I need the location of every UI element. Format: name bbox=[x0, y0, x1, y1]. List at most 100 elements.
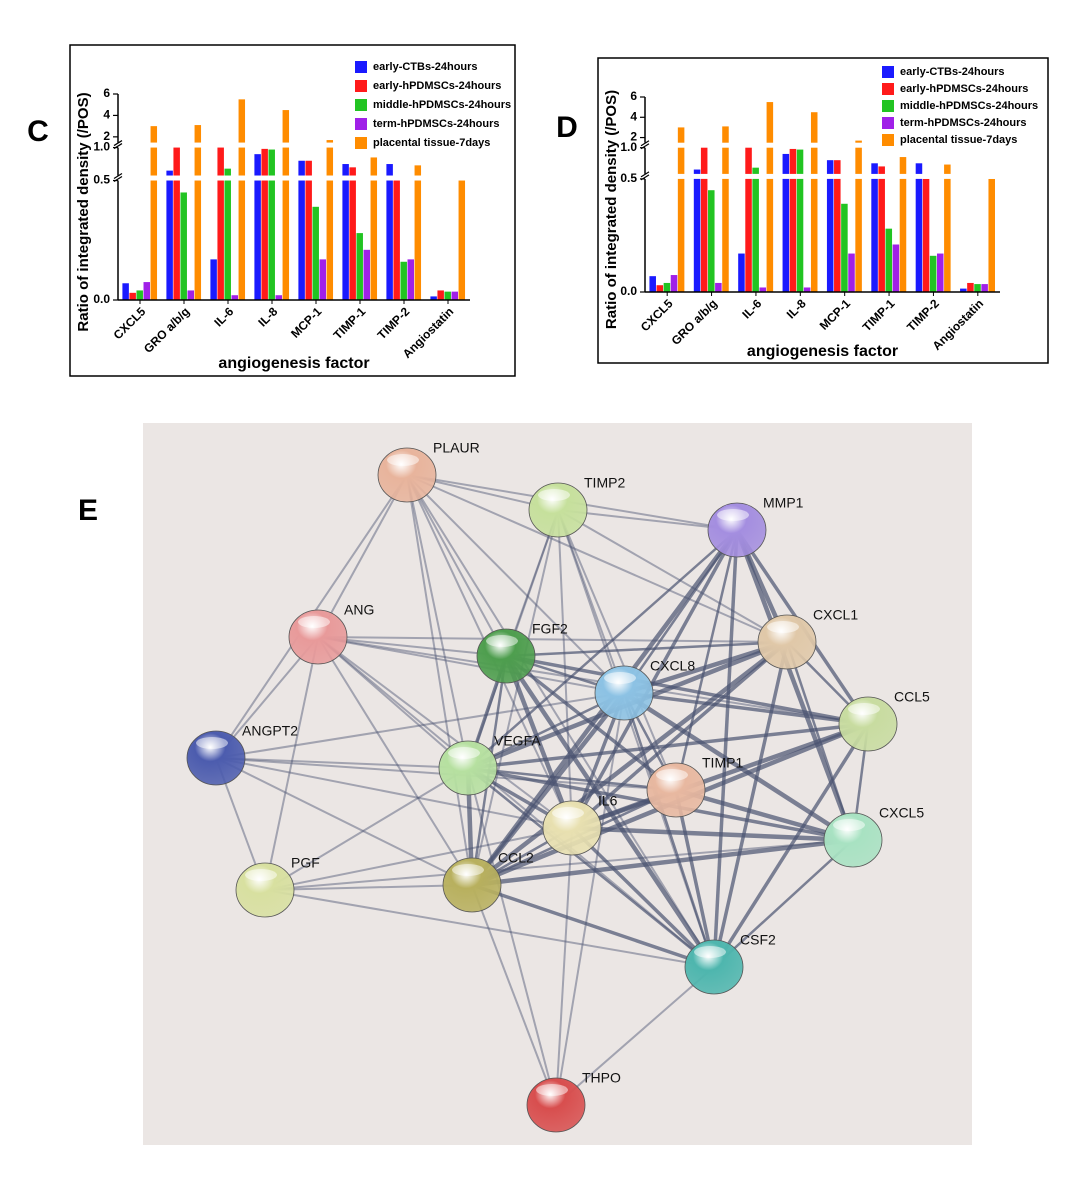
x-tick-label: GRO a/b/g bbox=[669, 296, 720, 347]
legend-label: early-hPDMSCs-24hours bbox=[900, 83, 1028, 95]
x-tick-label: TIMP-2 bbox=[904, 296, 942, 334]
bar bbox=[752, 167, 759, 292]
legend-swatch bbox=[882, 66, 894, 78]
bar bbox=[663, 282, 671, 292]
network-edge bbox=[215, 692, 625, 759]
node-highlight bbox=[538, 489, 570, 501]
network-edge bbox=[406, 474, 788, 643]
bar bbox=[796, 149, 804, 292]
network-edge bbox=[317, 636, 788, 643]
bar bbox=[275, 295, 282, 300]
node-label: TIMP2 bbox=[584, 475, 625, 491]
bar bbox=[967, 282, 974, 292]
network-edge bbox=[557, 509, 573, 829]
legend-swatch bbox=[355, 61, 367, 73]
x-tick-label: MCP-1 bbox=[817, 296, 854, 333]
axis-break-mark bbox=[640, 171, 650, 178]
x-tick-label: TIMP-1 bbox=[860, 296, 898, 334]
network-edge bbox=[712, 529, 739, 968]
x-tick-label: IL-6 bbox=[211, 304, 236, 329]
network-edge bbox=[471, 884, 557, 1106]
bar bbox=[414, 165, 422, 300]
bar bbox=[960, 288, 967, 292]
bar bbox=[871, 163, 878, 292]
network-edge bbox=[406, 474, 507, 657]
network-edge bbox=[467, 529, 738, 769]
node-highlight bbox=[387, 454, 419, 466]
bar bbox=[136, 290, 143, 300]
node-label: ANGPT2 bbox=[242, 723, 298, 739]
y-tick-label: 4 bbox=[630, 109, 637, 123]
network-edge bbox=[471, 837, 854, 888]
y-tick-label: 0.5 bbox=[620, 171, 637, 185]
y-tick-label: 4 bbox=[103, 108, 110, 122]
axis-break bbox=[114, 142, 472, 148]
node-highlight bbox=[536, 1084, 568, 1096]
node-highlight bbox=[486, 635, 518, 647]
network-edge bbox=[674, 789, 716, 968]
axis-break bbox=[642, 173, 648, 179]
node-label: CCL2 bbox=[498, 850, 534, 866]
bar bbox=[312, 206, 319, 300]
legend-label: term-hPDMSCs-24hours bbox=[373, 118, 500, 130]
axis-break bbox=[641, 142, 1002, 148]
legend-swatch bbox=[355, 137, 367, 149]
node-highlight bbox=[767, 621, 799, 633]
axis-break bbox=[114, 175, 472, 181]
network-edge bbox=[555, 966, 715, 1106]
legend-label: placental tissue-7days bbox=[373, 137, 490, 149]
network-edge bbox=[264, 636, 319, 891]
bar bbox=[766, 102, 774, 292]
bar bbox=[430, 296, 437, 300]
network-edge bbox=[467, 722, 869, 770]
network-edge bbox=[264, 889, 715, 968]
y-tick-label: 0.5 bbox=[93, 173, 110, 187]
network-edge bbox=[622, 691, 855, 842]
node-highlight bbox=[694, 946, 726, 958]
bar bbox=[677, 127, 685, 292]
bar bbox=[217, 145, 224, 300]
legend-swatch bbox=[882, 100, 894, 112]
node-label: PLAUR bbox=[433, 440, 480, 456]
bar bbox=[282, 110, 290, 301]
bar bbox=[400, 261, 407, 300]
y-axis-label: Ratio of integrated density (/POS) bbox=[603, 90, 620, 329]
network-edge bbox=[406, 474, 469, 769]
node-label: CXCL5 bbox=[879, 805, 924, 821]
panel-frame bbox=[597, 57, 1049, 364]
network-edge bbox=[571, 825, 854, 843]
network-edge bbox=[264, 884, 473, 891]
x-tick-label: IL-8 bbox=[255, 304, 280, 329]
network-edge bbox=[623, 691, 869, 726]
bar bbox=[166, 170, 173, 300]
network-edge bbox=[570, 826, 716, 969]
legend-swatch bbox=[355, 80, 367, 92]
bar bbox=[326, 140, 334, 300]
bar bbox=[122, 283, 129, 300]
bar bbox=[187, 290, 194, 300]
network-edge bbox=[470, 640, 789, 887]
network-edge bbox=[406, 474, 715, 968]
network-edge bbox=[264, 839, 854, 891]
y-tick-label: 2 bbox=[630, 130, 637, 144]
network-edge bbox=[675, 787, 854, 843]
network-edge bbox=[557, 509, 625, 694]
bar bbox=[834, 160, 841, 292]
node-highlight bbox=[448, 747, 480, 759]
bar bbox=[129, 292, 136, 300]
bar bbox=[929, 255, 937, 292]
bar bbox=[670, 275, 678, 292]
x-axis-label: angiogenesis factor bbox=[218, 355, 369, 372]
x-tick-label: GRO a/b/g bbox=[141, 304, 192, 355]
network-edge bbox=[557, 509, 738, 531]
bar bbox=[370, 157, 378, 300]
panel-frame bbox=[69, 44, 516, 377]
bar bbox=[173, 144, 180, 300]
node-label: THPO bbox=[582, 1070, 621, 1086]
legend-swatch bbox=[355, 118, 367, 130]
bar bbox=[722, 126, 729, 292]
bar bbox=[342, 164, 349, 300]
x-tick-label: TIMP-1 bbox=[331, 304, 369, 342]
bar bbox=[745, 145, 752, 292]
